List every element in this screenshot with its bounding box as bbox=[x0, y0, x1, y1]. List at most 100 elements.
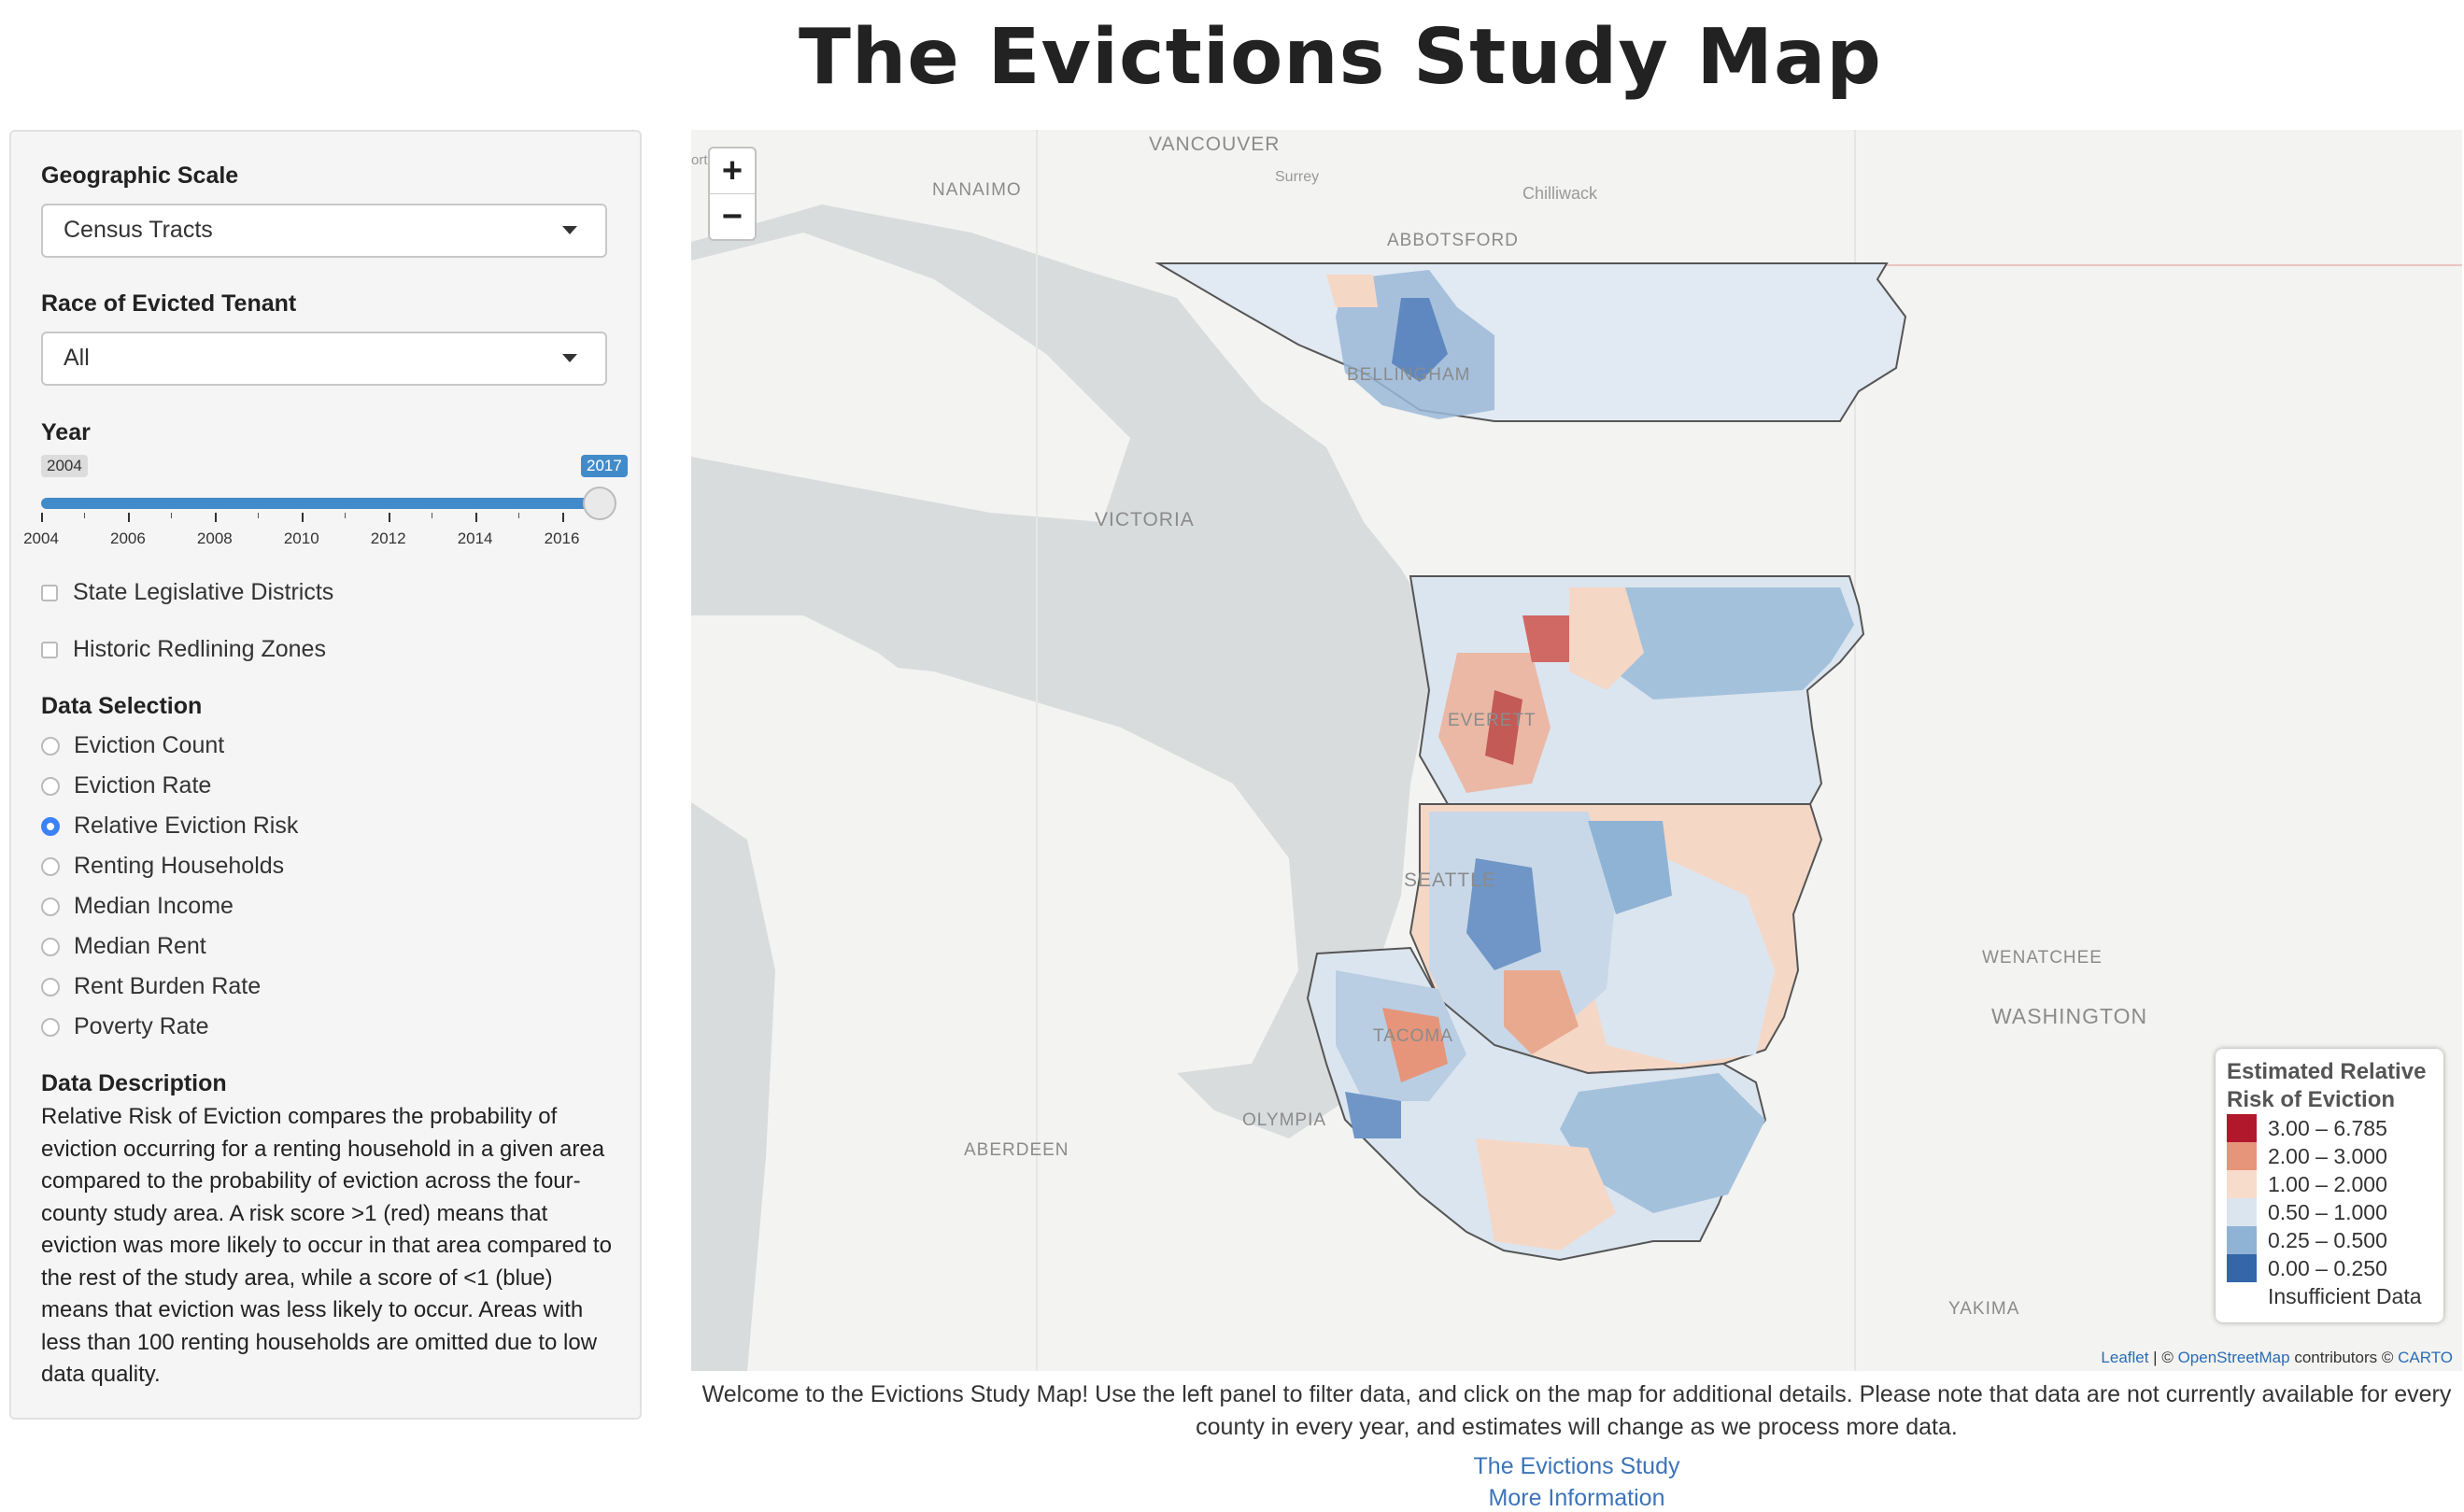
slider-tick-label: 2014 bbox=[457, 530, 493, 547]
checkbox-box[interactable] bbox=[41, 641, 58, 658]
region-pierce-west-blue bbox=[1345, 1092, 1401, 1138]
region-pierce-south-pink bbox=[1476, 1138, 1616, 1251]
slider-track[interactable] bbox=[41, 498, 605, 509]
map-attribution: Leaflet | © OpenStreetMap contributors ©… bbox=[2101, 1349, 2453, 1366]
radio-label: Rent Burden Rate bbox=[74, 973, 262, 999]
radio-button[interactable] bbox=[41, 776, 60, 796]
slider-tick bbox=[84, 513, 86, 518]
slider-tick-label: 2010 bbox=[283, 530, 319, 547]
race-value: All bbox=[64, 345, 90, 371]
legend-item: 1.00 – 2.000 bbox=[2227, 1170, 2432, 1198]
osm-link[interactable]: OpenStreetMap bbox=[2177, 1349, 2290, 1366]
radio-button[interactable] bbox=[41, 897, 60, 916]
zoom-out-button[interactable]: − bbox=[721, 197, 743, 236]
region-seattle-core bbox=[1466, 858, 1541, 970]
slider-tick bbox=[388, 513, 390, 522]
region-bellingham-red bbox=[1326, 275, 1378, 307]
page-title: The Evictions Study Map bbox=[799, 13, 1882, 102]
checkbox-legislative-districts[interactable]: State Legislative Districts bbox=[41, 579, 333, 606]
legend-item: 0.00 – 0.250 bbox=[2227, 1254, 2432, 1282]
region-snohomish-red bbox=[1522, 615, 1569, 662]
radio-button[interactable] bbox=[41, 1017, 60, 1037]
slider-tick bbox=[474, 513, 477, 522]
legend-title: Estimated Relative Risk of Eviction bbox=[2227, 1059, 2427, 1112]
geographic-scale-select[interactable]: Census Tracts bbox=[41, 204, 607, 258]
region-bellingham-core bbox=[1392, 298, 1448, 382]
race-label: Race of Evicted Tenant bbox=[41, 290, 297, 317]
slider-tick bbox=[561, 513, 564, 522]
radio-label: Renting Households bbox=[74, 853, 285, 879]
legend-swatch bbox=[2227, 1198, 2257, 1226]
data-description-text: Relative Risk of Eviction compares the p… bbox=[41, 1104, 612, 1387]
slider-tick bbox=[518, 513, 520, 518]
radio-label: Relative Eviction Risk bbox=[74, 813, 299, 839]
checkbox-label: State Legislative Districts bbox=[73, 579, 334, 605]
radio-median-income[interactable]: Median Income bbox=[41, 893, 234, 920]
slider-tick-label: 2016 bbox=[544, 530, 580, 547]
radio-button-selected[interactable] bbox=[41, 816, 60, 836]
place-label: WENATCHEE bbox=[1982, 948, 2103, 968]
legend-swatch bbox=[2227, 1282, 2257, 1310]
olympic-peninsula bbox=[747, 653, 1298, 1120]
legend-item: 0.25 – 0.500 bbox=[2227, 1226, 2432, 1254]
year-slider[interactable]: 2004 2017 2004 2006 2008 2010 2012 2014 2016 bbox=[23, 455, 628, 558]
legend-item: 2.00 – 3.000 bbox=[2227, 1142, 2432, 1170]
radio-button[interactable] bbox=[41, 937, 60, 956]
geographic-scale-label: Geographic Scale bbox=[41, 163, 239, 189]
carto-link[interactable]: CARTO bbox=[2398, 1349, 2453, 1366]
region-king-midblue bbox=[1588, 821, 1672, 914]
zoom-in-button[interactable]: + bbox=[710, 148, 755, 194]
slider-tick-label: 2006 bbox=[110, 530, 146, 547]
slider-tick-label: 2004 bbox=[23, 530, 59, 547]
leaflet-link[interactable]: Leaflet bbox=[2101, 1349, 2149, 1366]
legend-swatch bbox=[2227, 1142, 2257, 1170]
map-legend: Estimated Relative Risk of Eviction 3.00… bbox=[2216, 1049, 2443, 1322]
pacific-water bbox=[691, 802, 775, 1371]
evictions-study-link[interactable]: The Evictions Study bbox=[1473, 1453, 1680, 1479]
strait-water bbox=[691, 485, 1289, 709]
slider-tick bbox=[41, 513, 43, 522]
radio-relative-eviction-risk[interactable]: Relative Eviction Risk bbox=[41, 813, 298, 840]
filter-panel: Geographic Scale Census Tracts Race of E… bbox=[9, 130, 642, 1420]
place-label: NANAIMO bbox=[932, 180, 1022, 200]
checkbox-box[interactable] bbox=[41, 584, 58, 601]
zoom-control[interactable]: + − bbox=[708, 147, 757, 241]
slider-tick bbox=[301, 513, 304, 522]
place-label: WASHINGTON bbox=[1991, 1004, 2148, 1028]
year-label: Year bbox=[41, 419, 91, 445]
year-max-bubble: 2017 bbox=[581, 455, 628, 477]
chevron-down-icon bbox=[562, 354, 577, 362]
slider-tick-label: 2008 bbox=[196, 530, 233, 547]
radio-button[interactable] bbox=[41, 856, 60, 876]
map-view[interactable]: + − VANCOUVER Surrey NANAIMO Chilliwack … bbox=[691, 130, 2462, 1371]
place-label: EVERETT bbox=[1448, 711, 1536, 730]
checkbox-label: Historic Redlining Zones bbox=[73, 636, 326, 662]
radio-median-rent[interactable]: Median Rent bbox=[41, 933, 206, 960]
legend-item: 3.00 – 6.785 bbox=[2227, 1114, 2432, 1142]
legend-swatch bbox=[2227, 1114, 2257, 1142]
place-label: ABERDEEN bbox=[964, 1140, 1069, 1160]
place-label: Surrey bbox=[1275, 169, 1320, 185]
radio-eviction-rate[interactable]: Eviction Rate bbox=[41, 772, 211, 799]
slider-handle[interactable] bbox=[583, 487, 616, 520]
radio-label: Median Rent bbox=[74, 933, 206, 959]
race-select[interactable]: All bbox=[41, 332, 607, 386]
slider-tick bbox=[345, 513, 347, 518]
radio-renting-households[interactable]: Renting Households bbox=[41, 853, 284, 880]
slider-tick bbox=[127, 513, 130, 522]
radio-eviction-count[interactable]: Eviction Count bbox=[41, 732, 224, 759]
region-pierce-southeast bbox=[1560, 1073, 1765, 1213]
checkbox-redlining-zones[interactable]: Historic Redlining Zones bbox=[41, 636, 326, 663]
welcome-text: Welcome to the Evictions Study Map! Use … bbox=[701, 1381, 2452, 1440]
legend-swatch bbox=[2227, 1170, 2257, 1198]
place-label: TACOMA bbox=[1373, 1026, 1453, 1046]
radio-rent-burden-rate[interactable]: Rent Burden Rate bbox=[41, 973, 261, 1000]
radio-button[interactable] bbox=[41, 736, 60, 756]
legend-swatch bbox=[2227, 1226, 2257, 1254]
more-information-link[interactable]: More Information bbox=[1488, 1485, 1665, 1511]
place-label: OLYMPIA bbox=[1242, 1110, 1327, 1130]
radio-poverty-rate[interactable]: Poverty Rate bbox=[41, 1013, 209, 1040]
place-label: BELLINGHAM bbox=[1347, 365, 1471, 385]
radio-button[interactable] bbox=[41, 977, 60, 996]
place-label: YAKIMA bbox=[1948, 1299, 2020, 1319]
